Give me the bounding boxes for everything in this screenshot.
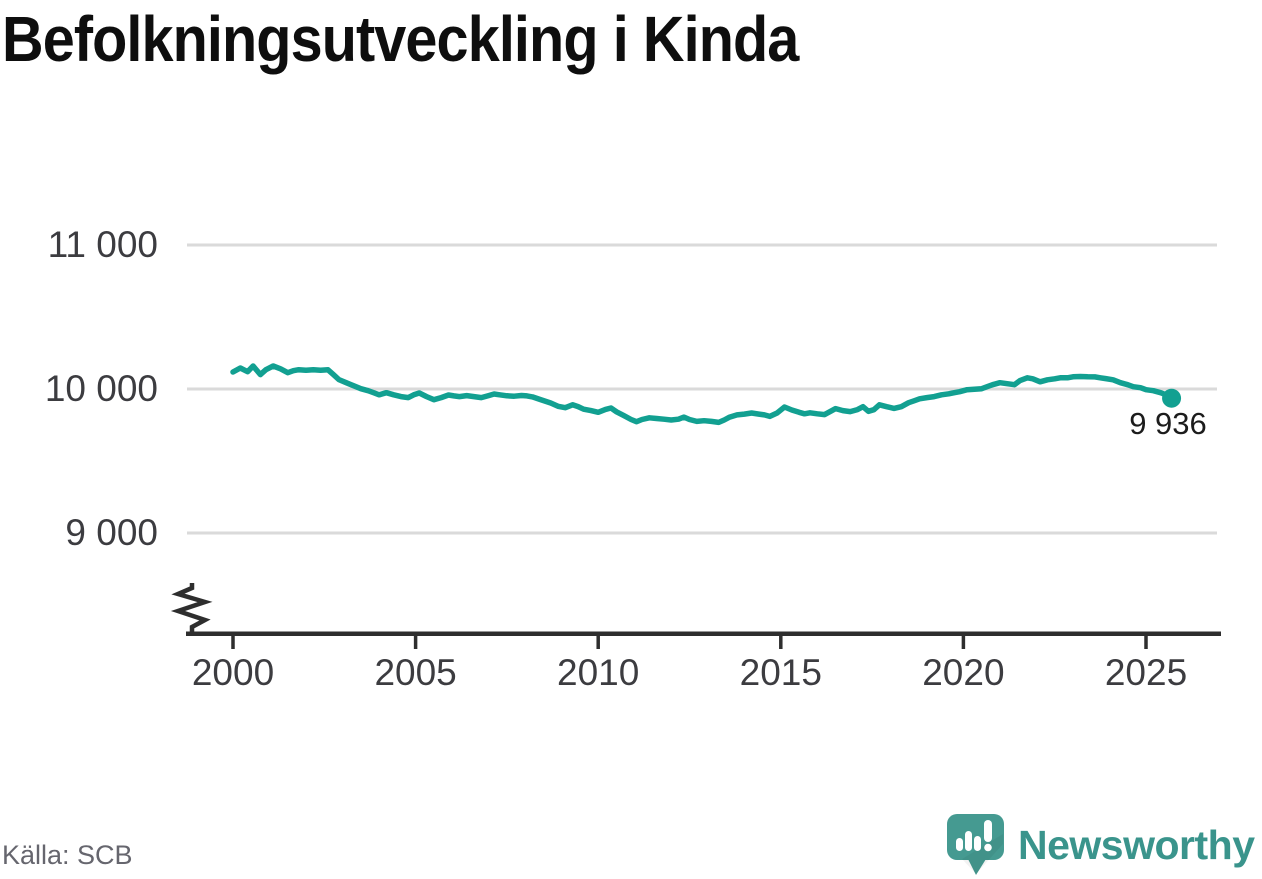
x-axis-tick [596, 633, 600, 649]
gridline [187, 243, 1217, 247]
end-value-label: 9 936 [1129, 406, 1207, 441]
population-line [230, 363, 1175, 426]
source-label: Källa: SCB [2, 840, 133, 870]
gridline [187, 531, 1217, 535]
end-point-dot [1162, 388, 1182, 408]
newsworthy-wordmark: Newsworthy [1018, 821, 1255, 868]
x-axis-tick [961, 633, 966, 649]
y-axis-break-icon [170, 583, 213, 634]
x-axis-label: 2015 [739, 652, 822, 693]
x-axis-label: 2010 [557, 652, 640, 693]
gridlines [187, 243, 1217, 535]
x-axis-label: 2020 [922, 652, 1005, 693]
x-axis-label: 2005 [374, 652, 457, 693]
x-axis-tick [779, 633, 783, 649]
x-axis-label: 2000 [191, 652, 275, 693]
y-axis-label: 9 000 [65, 512, 158, 553]
x-axis-tick [1144, 633, 1148, 649]
x-axis [186, 631, 1221, 649]
x-axis-tick [231, 633, 235, 649]
x-axis-label: 2025 [1104, 652, 1188, 693]
newsworthy-logo: Newsworthy [946, 812, 1255, 878]
speech-bubble-bar-chart-icon [947, 814, 1004, 875]
x-axis-line [186, 631, 1221, 636]
page-title: Befolkningsutveckling i Kinda [2, 3, 799, 75]
y-axis-label: 10 000 [44, 368, 158, 409]
x-axis-tick [413, 633, 418, 649]
gridline [187, 387, 1217, 391]
y-axis-label: 11 000 [47, 224, 158, 265]
